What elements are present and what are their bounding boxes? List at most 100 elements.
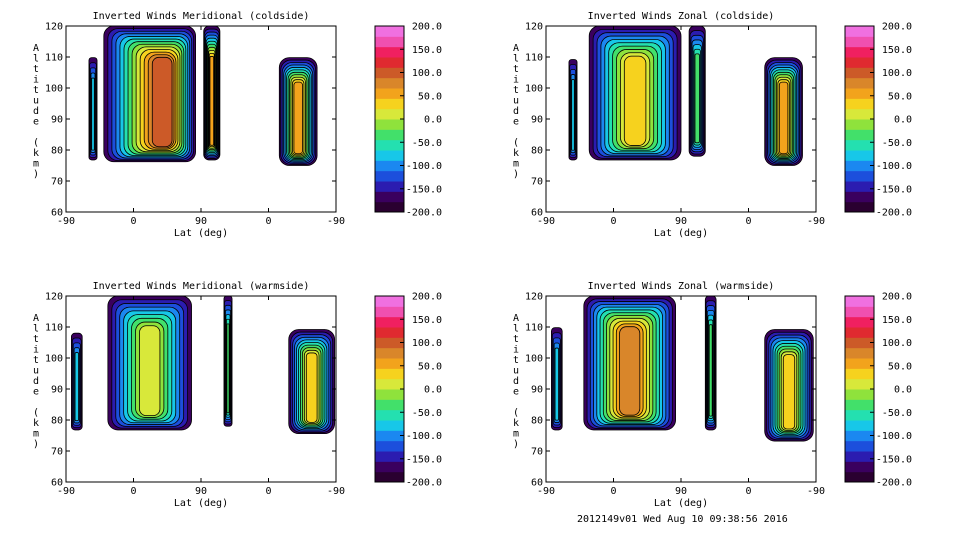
- y-tick-label: 100: [525, 354, 543, 365]
- colorbar-swatch: [845, 471, 874, 483]
- colorbar-tick-label: -200.0: [406, 208, 442, 219]
- colorbar-swatch: [845, 98, 874, 110]
- colorbar-swatch: [845, 88, 874, 99]
- colorbar-swatch: [845, 170, 874, 182]
- contour-level: [694, 53, 700, 144]
- x-tick-label: 0: [265, 486, 271, 497]
- x-tick-label: 0: [265, 216, 271, 227]
- colorbar-swatch: [375, 306, 404, 318]
- colorbar-swatch: [375, 347, 404, 359]
- colorbar-tick-label: 200.0: [882, 292, 912, 303]
- y-tick-label: 60: [51, 478, 63, 489]
- contour-level: [293, 81, 303, 155]
- colorbar-swatch: [845, 430, 874, 442]
- colorbar-tick-label: -100.0: [406, 161, 442, 172]
- contour-field: [88, 26, 318, 166]
- contour-level: [708, 324, 713, 417]
- colorbar-tick-label: -50.0: [882, 138, 912, 149]
- colorbar-swatch: [375, 181, 404, 192]
- colorbar-swatch: [375, 399, 404, 411]
- colorbar-swatch: [845, 409, 874, 421]
- contour-level: [554, 347, 559, 421]
- colorbar-swatch: [375, 57, 404, 68]
- colorbar-swatch: [375, 36, 404, 48]
- colorbar-tick-label: 150.0: [412, 45, 442, 56]
- colorbar-swatch: [375, 108, 404, 120]
- colorbar-swatch: [845, 451, 874, 462]
- colorbar-tick-label: -100.0: [406, 431, 442, 442]
- colorbar-swatch: [845, 108, 874, 120]
- colorbar-swatch: [845, 46, 874, 58]
- colorbar-swatch: [845, 389, 874, 400]
- x-axis-label: Lat (deg): [174, 498, 228, 509]
- contour-level: [571, 79, 575, 151]
- x-tick-label: 0: [745, 216, 751, 227]
- chart-title: Inverted Winds Zonal (warmside): [588, 281, 775, 292]
- colorbar-swatch: [845, 306, 874, 318]
- y-tick-label: 110: [45, 53, 63, 64]
- colorbar-swatch: [375, 170, 404, 182]
- colorbar-swatch: [375, 471, 404, 483]
- colorbar-tick-label: -50.0: [412, 408, 442, 419]
- contour-level: [209, 56, 215, 146]
- colorbar-swatch: [375, 368, 404, 380]
- colorbar-swatch: [375, 296, 404, 307]
- y-tick-label: 80: [51, 146, 63, 157]
- y-tick-label: 80: [51, 416, 63, 427]
- y-tick-label: 110: [525, 53, 543, 64]
- colorbar-tick-label: 200.0: [412, 22, 442, 33]
- colorbar-swatch: [375, 420, 404, 431]
- y-tick-label: 70: [531, 177, 543, 188]
- colorbar-swatch: [375, 98, 404, 110]
- colorbar-swatch: [845, 420, 874, 431]
- colorbar-swatch: [375, 88, 404, 99]
- x-tick-label: -90: [537, 486, 555, 497]
- contour-level: [623, 55, 647, 146]
- y-tick-label: 60: [51, 208, 63, 219]
- y-tick-label: 70: [51, 447, 63, 458]
- colorbar-tick-label: 50.0: [418, 91, 442, 102]
- colorbar-swatch: [375, 430, 404, 442]
- colorbar-swatch: [375, 358, 404, 369]
- x-tick-label: 0: [610, 486, 616, 497]
- contour-level: [74, 352, 79, 422]
- colorbar-tick-label: 0.0: [424, 385, 442, 396]
- x-tick-label: -90: [57, 216, 75, 227]
- colorbar-tick-label: 100.0: [412, 68, 442, 79]
- y-tick-label: 90: [51, 115, 63, 126]
- colorbar-swatch: [375, 26, 404, 37]
- x-tick-label: 90: [675, 216, 687, 227]
- contour-level: [782, 354, 796, 430]
- colorbar-swatch: [845, 378, 874, 390]
- colorbar-swatch: [375, 150, 404, 161]
- x-tick-label: 0: [610, 216, 616, 227]
- colorbar-swatch: [375, 77, 404, 89]
- colorbar-swatch: [845, 150, 874, 161]
- y-tick-label: 120: [525, 22, 543, 33]
- colorbar-tick-label: 150.0: [412, 315, 442, 326]
- chart-panel: Inverted Winds Meridional (coldside) 60 70…: [33, 11, 442, 239]
- colorbar-swatch: [375, 160, 404, 172]
- colorbar-tick-label: -150.0: [406, 454, 442, 465]
- colorbar-swatch: [845, 67, 874, 79]
- chart-panel: Inverted Winds Meridional (warmside) 60 70…: [33, 281, 442, 509]
- colorbar-tick-label: -100.0: [876, 431, 912, 442]
- colorbar-swatch: [375, 191, 404, 203]
- y-tick-label: 60: [531, 478, 543, 489]
- colorbar-tick-label: 150.0: [882, 315, 912, 326]
- colorbar-swatch: [845, 201, 874, 213]
- x-tick-label: 0: [130, 216, 136, 227]
- contour-level: [305, 352, 318, 423]
- y-tick-label: 120: [45, 22, 63, 33]
- colorbar-tick-label: -50.0: [882, 408, 912, 419]
- colorbar-swatch: [845, 77, 874, 89]
- x-tick-label: -90: [327, 216, 345, 227]
- x-tick-label: -90: [807, 486, 825, 497]
- colorbar-tick-label: -200.0: [876, 208, 912, 219]
- y-tick-label: 100: [525, 84, 543, 95]
- colorbar-swatch: [845, 296, 874, 307]
- colorbar-swatch: [845, 191, 874, 203]
- colorbar-swatch: [845, 26, 874, 37]
